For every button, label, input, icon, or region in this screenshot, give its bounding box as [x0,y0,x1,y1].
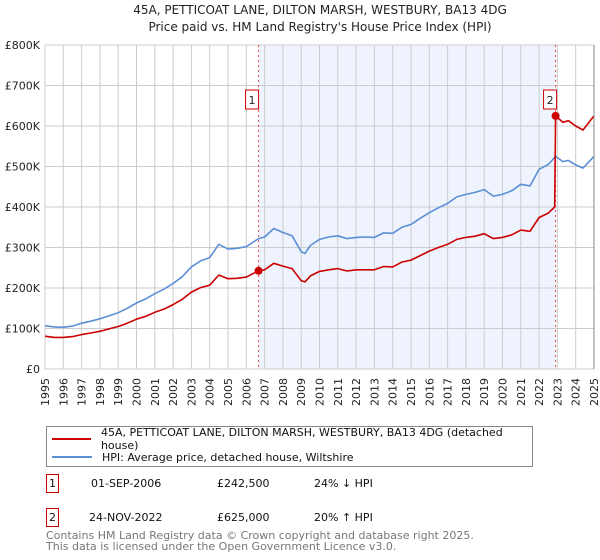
price-chart: 45A, PETTICOAT LANE, DILTON MARSH, WESTB… [5,3,600,406]
footer: Contains HM Land Registry data © Crown c… [46,530,474,552]
chart-title: 45A, PETTICOAT LANE, DILTON MARSH, WESTB… [133,3,507,17]
x-tick-label: 1996 [57,378,70,406]
x-tick-label: 2021 [515,378,528,406]
x-tick-label: 2004 [204,378,217,406]
y-tick-label: £500K [5,161,41,174]
x-tick-label: 2002 [167,378,180,406]
x-tick-label: 2022 [533,378,546,406]
y-tick-label: £400K [5,201,41,214]
x-tick-label: 2015 [405,378,418,406]
sale-point [551,111,560,120]
x-tick-label: 2009 [295,378,308,406]
legend-line-blue [52,456,92,458]
x-tick-label: 1997 [76,378,89,406]
sale-price: £625,000 [217,511,270,524]
hpi-series-line [44,155,595,329]
legend-item-property: 45A, PETTICOAT LANE, DILTON MARSH, WESTB… [52,426,532,452]
x-tick-label: 2023 [551,378,564,406]
y-tick-label: £600K [5,120,41,133]
sale-marker-label: 2 [547,94,554,107]
y-tick-label: £100K [5,323,41,336]
x-tick-label: 1999 [112,378,125,406]
x-tick-label: 1998 [94,378,107,406]
sale-marker-label: 1 [249,94,256,107]
x-tick-label: 2006 [240,378,253,406]
x-tick-label: 2016 [423,378,436,406]
x-tick-label: 2003 [185,378,198,406]
sale-marker-box [245,89,260,110]
y-tick-label: £0 [26,363,40,376]
legend: 45A, PETTICOAT LANE, DILTON MARSH, WESTB… [46,426,533,467]
sale-marker: 1 [46,474,59,493]
sale-date: 24-NOV-2022 [89,511,163,524]
y-tick-label: £200K [5,282,41,295]
x-tick-label: 2017 [442,378,455,406]
x-tick-label: 2013 [368,378,381,406]
x-tick-label: 2024 [570,378,583,406]
x-tick-label: 2020 [497,378,510,406]
sale-point [254,266,263,275]
footer-line: This data is licensed under the Open Gov… [46,540,397,553]
legend-line-red [52,438,91,440]
chart-subtitle: Price paid vs. HM Land Registry's House … [148,20,491,34]
sale-marker: 2 [46,508,59,527]
x-tick-label: 2014 [387,378,400,406]
legend-item-hpi: HPI: Average price, detached house, Wilt… [52,449,354,465]
property-series-line [44,115,595,339]
x-tick-label: 2008 [277,378,290,406]
x-tick-label: 2019 [478,378,491,406]
x-tick-label: 2025 [588,378,600,406]
x-tick-label: 2010 [314,378,327,406]
x-tick-label: 2007 [259,378,272,406]
x-tick-label: 2000 [131,378,144,406]
footer-line: Contains HM Land Registry data © Crown c… [46,529,474,542]
x-tick-label: 2005 [222,378,235,406]
sale-date: 01-SEP-2006 [91,477,162,490]
sale-marker-box [543,89,558,110]
y-tick-label: £300K [5,242,41,255]
sale-hpi: 24% ↓ HPI [314,477,373,490]
legend-label: HPI: Average price, detached house, Wilt… [102,450,354,464]
y-tick-label: £800K [5,39,41,52]
sale-price: £242,500 [217,477,270,490]
x-tick-label: 2018 [460,378,473,406]
sale-hpi: 20% ↑ HPI [314,511,373,524]
x-tick-label: 2012 [350,378,363,406]
x-tick-label: 2001 [149,378,162,406]
y-tick-label: £700K [5,80,41,93]
x-tick-label: 1995 [39,378,52,406]
legend-label: 45A, PETTICOAT LANE, DILTON MARSH, WESTB… [100,426,503,452]
x-tick-label: 2011 [332,378,345,406]
